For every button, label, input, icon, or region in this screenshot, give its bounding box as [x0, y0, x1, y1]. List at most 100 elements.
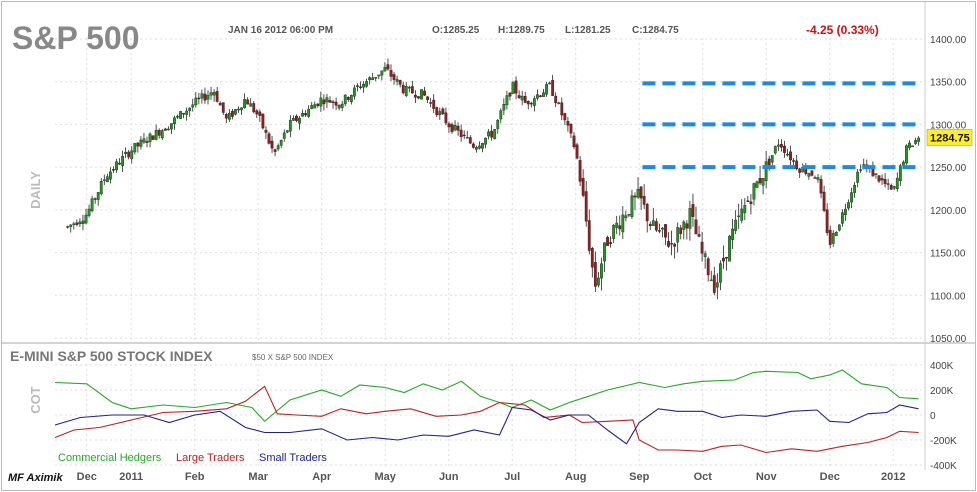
candle-body — [395, 79, 399, 82]
candle-body — [761, 178, 765, 186]
candle-body — [404, 86, 408, 96]
candle-body — [755, 181, 759, 188]
price-tick-label: 1250.00 — [930, 163, 967, 174]
candle-body — [767, 158, 771, 166]
candle-body — [877, 175, 881, 182]
candle-body — [648, 223, 652, 226]
large-traders-line — [54, 385, 919, 454]
candle-body — [115, 161, 118, 171]
candle-body — [612, 225, 616, 239]
price-tick-label: 1300.00 — [930, 120, 967, 131]
candle-body — [423, 90, 426, 96]
candle-body — [807, 173, 811, 177]
candle-body — [475, 147, 478, 150]
month-tick-label: Dec — [820, 471, 840, 483]
candle-body — [502, 104, 506, 111]
candle-body — [776, 144, 780, 147]
candle-body — [752, 183, 756, 200]
candle-body — [386, 64, 390, 70]
cot-panel-title: E-MINI S&P 500 STOCK INDEX — [10, 348, 213, 364]
candle-body — [789, 151, 792, 161]
candle-body — [496, 120, 500, 129]
candle-body — [487, 131, 491, 137]
candle-body — [224, 114, 228, 119]
candle-body — [170, 123, 173, 130]
candle-body — [779, 144, 783, 148]
cot-panel-label: COT — [28, 386, 43, 414]
candle-body — [203, 93, 207, 101]
candle-body — [545, 84, 548, 95]
candle-body — [319, 97, 323, 107]
candle-body — [621, 214, 625, 233]
candle-body — [816, 177, 820, 180]
price-tick-label: 1100.00 — [930, 291, 966, 302]
candle-body — [124, 152, 128, 155]
candle-body — [145, 141, 149, 143]
cot-panel-subtitle: $50 X S&P 500 INDEX — [252, 353, 334, 362]
candle-body — [618, 225, 622, 230]
candle-body — [69, 224, 73, 227]
candle-body — [93, 198, 97, 200]
candle-body — [444, 112, 448, 124]
cot-tick-label: 0 — [930, 411, 936, 422]
candle-body — [679, 227, 683, 234]
open-label: O:1285.25 — [432, 25, 480, 36]
candle-body — [853, 184, 856, 193]
candle-body — [505, 95, 509, 106]
candle-body — [557, 102, 561, 105]
price-tick-label: 1150.00 — [930, 249, 966, 260]
candle-body — [834, 232, 838, 236]
candle-body — [892, 186, 896, 189]
candle-body — [432, 99, 436, 109]
candle-body — [215, 91, 219, 102]
candle-body — [206, 94, 210, 100]
candle-body — [374, 77, 378, 79]
candle-body — [438, 111, 442, 116]
candle-body — [377, 74, 381, 77]
candle-body — [886, 183, 890, 185]
candle-body — [316, 103, 320, 106]
candle-body — [624, 215, 628, 219]
candle-body — [532, 98, 536, 106]
candle-body — [453, 124, 457, 131]
candle-body — [682, 221, 686, 230]
candle-body — [154, 129, 158, 140]
candle-body — [304, 113, 308, 116]
candle-body — [850, 192, 853, 203]
candle-body — [142, 138, 146, 143]
candle-body — [179, 111, 182, 119]
candle-body — [102, 179, 106, 181]
candle-body — [667, 241, 670, 247]
close-label: C:1284.75 — [632, 25, 679, 36]
candle-body — [301, 112, 304, 117]
candle-body — [627, 213, 631, 216]
candle-body — [837, 224, 841, 231]
candle-body — [548, 82, 552, 85]
candle-body — [118, 162, 121, 165]
candle-body — [380, 70, 384, 76]
candle-body — [231, 111, 234, 117]
candle-body — [334, 101, 338, 106]
candle-body — [99, 181, 103, 195]
candle-body — [722, 257, 725, 262]
legend-commercial-hedgers: Commercial Hedgers — [58, 452, 162, 464]
candle-body — [536, 94, 539, 99]
candle-body — [218, 102, 222, 106]
candle-body — [258, 111, 262, 116]
commercial-hedgers-line — [54, 369, 919, 423]
candle-body — [136, 142, 140, 147]
candle-body — [792, 160, 795, 162]
candle-body — [804, 168, 808, 174]
candle-body — [221, 102, 225, 113]
candle-body — [182, 112, 186, 115]
candle-body — [450, 124, 454, 133]
candle-body — [551, 80, 555, 96]
candle-body — [398, 80, 402, 85]
legend-large-traders: Large Traders — [176, 452, 245, 464]
candle-body — [194, 97, 198, 106]
candle-body — [633, 195, 637, 198]
candle-body — [917, 137, 921, 142]
candle-body — [212, 92, 216, 96]
